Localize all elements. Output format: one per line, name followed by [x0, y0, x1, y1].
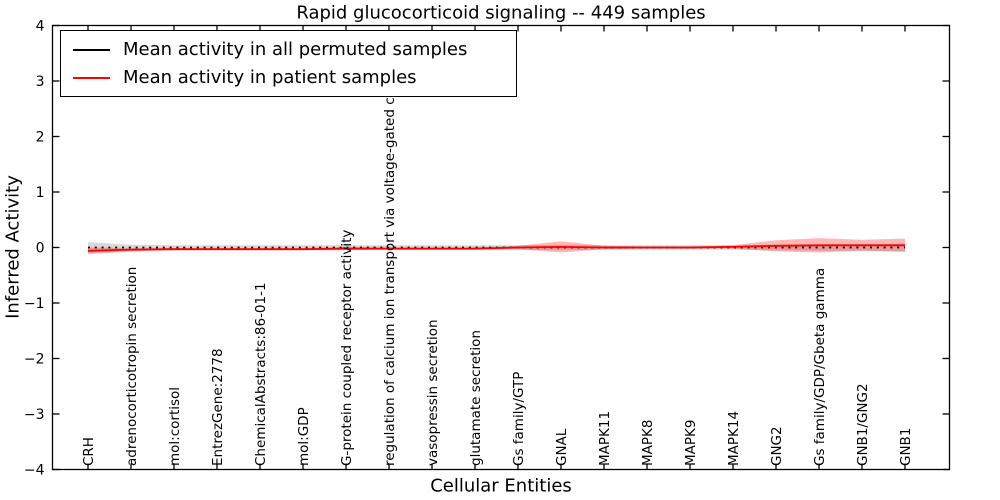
patient-std-band [88, 238, 905, 255]
y-tick-label: −4 [24, 463, 45, 479]
x-tick-label: GNG2 [769, 426, 785, 466]
y-tick-label: 2 [36, 130, 45, 146]
x-tick-label: MAPK14 [726, 411, 742, 466]
legend-label-patient: Mean activity in patient samples [123, 67, 417, 88]
y-tick-label: −3 [24, 407, 45, 423]
x-tick-label: EntrezGene:2778 [210, 348, 226, 466]
x-tick-label: adrenocorticotropin secretion [124, 267, 140, 466]
x-tick-label: Gs family/GDP/Gbeta gamma [812, 268, 828, 466]
x-tick-label: GNAL [554, 428, 570, 466]
legend-item-patient: Mean activity in patient samples [73, 67, 504, 88]
y-tick-label: 3 [36, 74, 45, 90]
x-tick-label: GNB1/GNG2 [855, 383, 871, 466]
y-tick-label: 4 [36, 19, 45, 35]
x-tick-label: glutamate secretion [468, 330, 484, 466]
x-tick-label: Gs family/GTP [511, 372, 527, 466]
x-tick-label: regulation of calcium ion transport via … [382, 44, 398, 466]
legend-line-sample-red [73, 76, 110, 79]
x-tick-label: CRH [81, 437, 97, 466]
x-tick-label: mol:cortisol [167, 387, 183, 466]
x-tick-label: ChemicalAbstracts:86-01-1 [253, 282, 269, 466]
legend: Mean activity in all permuted samples Me… [60, 30, 517, 97]
chart-title: Rapid glucocorticoid signaling -- 449 sa… [296, 2, 706, 24]
x-tick-label: MAPK8 [640, 420, 656, 466]
x-tick-label: mol:GDP [296, 407, 312, 466]
x-axis-label: Cellular Entities [430, 475, 572, 497]
legend-line-sample-black [73, 48, 110, 51]
y-tick-label: 1 [36, 185, 45, 201]
legend-label-permuted: Mean activity in all permuted samples [123, 39, 468, 60]
patient-mean-line [87, 244, 905, 252]
y-tick-label: −2 [24, 352, 45, 368]
legend-item-permuted: Mean activity in all permuted samples [73, 39, 504, 60]
x-tick-label: G-protein coupled receptor activity [339, 230, 355, 466]
x-tick-label: GNB1 [898, 428, 914, 466]
x-tick-label: MAPK11 [597, 411, 613, 466]
x-tick-label: vasopressin secretion [425, 319, 441, 466]
y-tick-label: −1 [24, 296, 45, 312]
y-tick-label: 0 [36, 241, 45, 257]
x-tick-label: MAPK9 [683, 420, 699, 466]
